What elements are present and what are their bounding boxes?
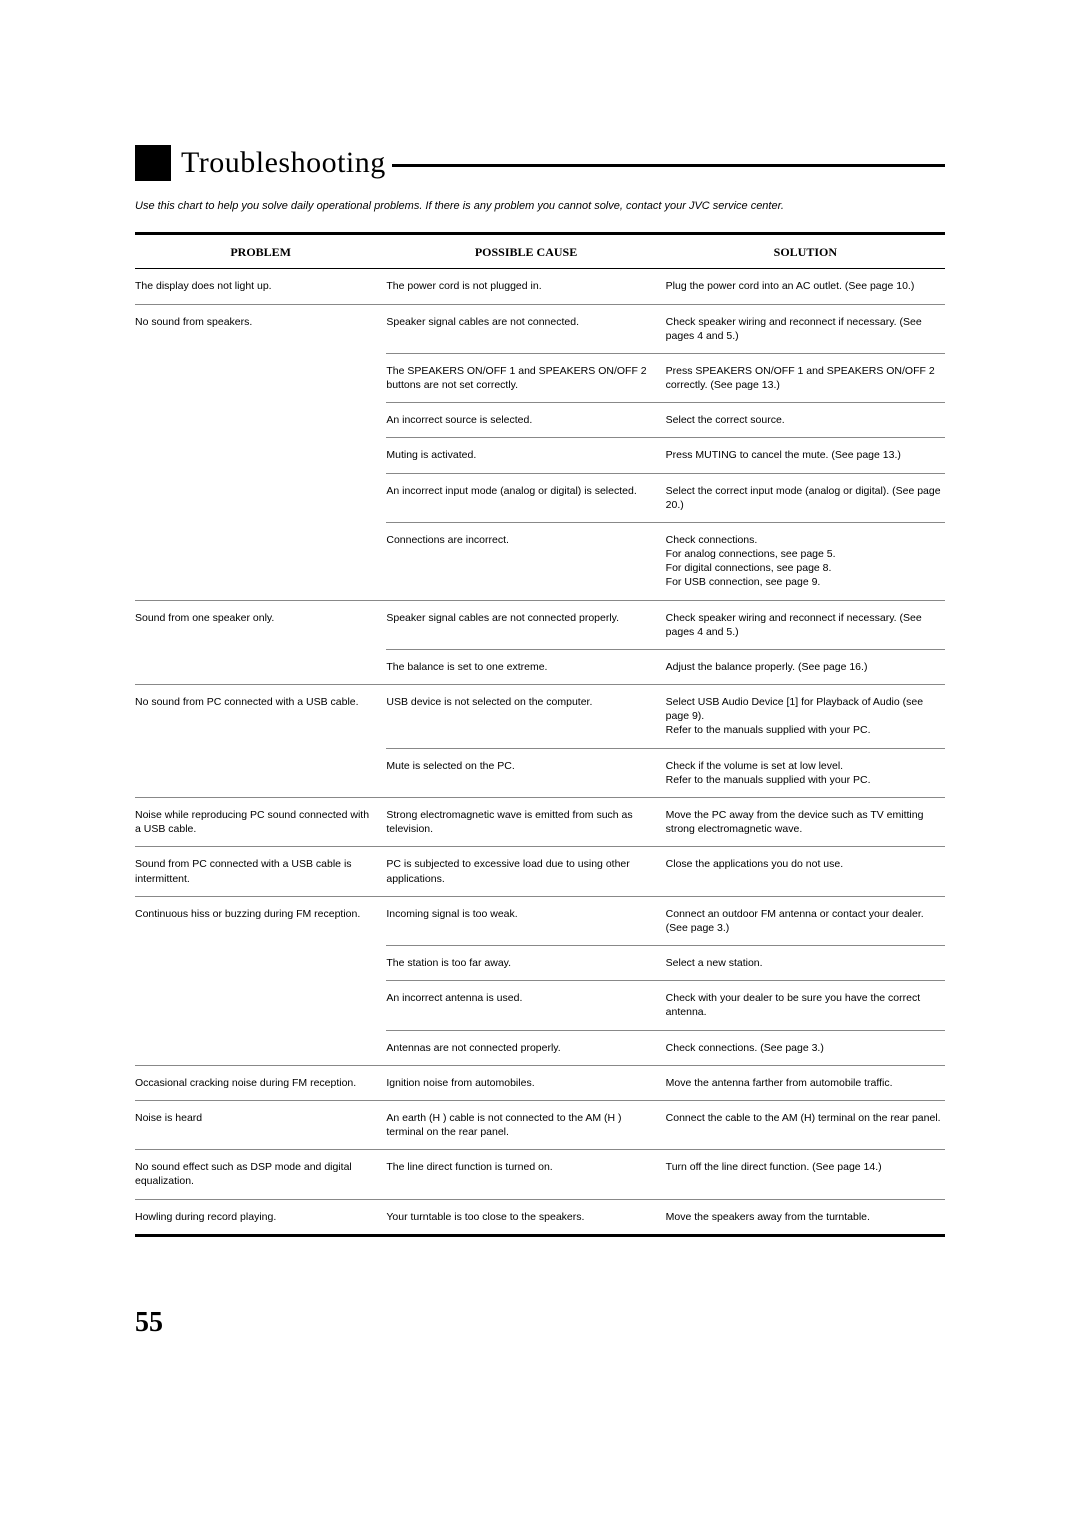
cell-problem: The display does not light up. xyxy=(135,269,386,304)
cell-cause: Speaker signal cables are not connected. xyxy=(386,304,665,353)
cell-cause: Strong electromagnetic wave is emitted f… xyxy=(386,798,665,847)
cell-cause: The SPEAKERS ON/OFF 1 and SPEAKERS ON/OF… xyxy=(386,353,665,402)
cell-solution: Check if the volume is set at low level.… xyxy=(666,748,945,797)
cell-cause: Your turntable is too close to the speak… xyxy=(386,1199,665,1235)
troubleshooting-table: PROBLEM POSSIBLE CAUSE SOLUTION The disp… xyxy=(135,232,945,1236)
cell-problem xyxy=(135,981,386,1030)
col-header-problem: PROBLEM xyxy=(135,234,386,269)
cell-solution: Check connections. (See page 3.) xyxy=(666,1030,945,1065)
col-header-solution: SOLUTION xyxy=(666,234,945,269)
section-title: Troubleshooting xyxy=(181,146,386,180)
cell-cause: An incorrect input mode (analog or digit… xyxy=(386,473,665,522)
cell-solution: Turn off the line direct function. (See … xyxy=(666,1150,945,1199)
cell-problem xyxy=(135,649,386,684)
col-header-cause: POSSIBLE CAUSE xyxy=(386,234,665,269)
table-row: Howling during record playing.Your turnt… xyxy=(135,1199,945,1235)
cell-problem xyxy=(135,946,386,981)
cell-cause: USB device is not selected on the comput… xyxy=(386,685,665,749)
table-row: Occasional cracking noise during FM rece… xyxy=(135,1065,945,1100)
cell-cause: PC is subjected to excessive load due to… xyxy=(386,847,665,896)
cell-solution: Connect an outdoor FM antenna or contact… xyxy=(666,896,945,945)
table-row: Continuous hiss or buzzing during FM rec… xyxy=(135,896,945,945)
table-row: The balance is set to one extreme.Adjust… xyxy=(135,649,945,684)
cell-solution: Select the correct source. xyxy=(666,403,945,438)
table-row: Connections are incorrect.Check connecti… xyxy=(135,522,945,600)
cell-problem xyxy=(135,403,386,438)
cell-cause: Speaker signal cables are not connected … xyxy=(386,600,665,649)
header-rule xyxy=(392,164,945,167)
cell-problem: Howling during record playing. xyxy=(135,1199,386,1235)
cell-cause: An earth (H ) cable is not connected to … xyxy=(386,1100,665,1149)
cell-problem: Sound from one speaker only. xyxy=(135,600,386,649)
table-row: The station is too far away.Select a new… xyxy=(135,946,945,981)
page-number: 55 xyxy=(135,1307,945,1339)
cell-cause: Connections are incorrect. xyxy=(386,522,665,600)
cell-solution: Connect the cable to the AM (H) terminal… xyxy=(666,1100,945,1149)
table-row: The display does not light up.The power … xyxy=(135,269,945,304)
table-row: No sound from PC connected with a USB ca… xyxy=(135,685,945,749)
table-row: No sound effect such as DSP mode and dig… xyxy=(135,1150,945,1199)
cell-solution: Adjust the balance properly. (See page 1… xyxy=(666,649,945,684)
table-row: An incorrect antenna is used.Check with … xyxy=(135,981,945,1030)
cell-cause: The line direct function is turned on. xyxy=(386,1150,665,1199)
cell-cause: Incoming signal is too weak. xyxy=(386,896,665,945)
cell-solution: Plug the power cord into an AC outlet. (… xyxy=(666,269,945,304)
header-box-icon xyxy=(135,145,171,181)
cell-problem xyxy=(135,1030,386,1065)
cell-solution: Check connections. For analog connection… xyxy=(666,522,945,600)
cell-cause: Muting is activated. xyxy=(386,438,665,473)
cell-problem xyxy=(135,473,386,522)
cell-solution: Select the correct input mode (analog or… xyxy=(666,473,945,522)
table-row: Noise is heardAn earth (H ) cable is not… xyxy=(135,1100,945,1149)
cell-problem: Occasional cracking noise during FM rece… xyxy=(135,1065,386,1100)
cell-problem: Noise while reproducing PC sound connect… xyxy=(135,798,386,847)
cell-problem xyxy=(135,438,386,473)
cell-solution: Move the PC away from the device such as… xyxy=(666,798,945,847)
cell-problem: Noise is heard xyxy=(135,1100,386,1149)
table-row: Sound from PC connected with a USB cable… xyxy=(135,847,945,896)
cell-solution: Close the applications you do not use. xyxy=(666,847,945,896)
cell-solution: Move the speakers away from the turntabl… xyxy=(666,1199,945,1235)
cell-cause: An incorrect source is selected. xyxy=(386,403,665,438)
table-row: Antennas are not connected properly.Chec… xyxy=(135,1030,945,1065)
cell-solution: Check speaker wiring and reconnect if ne… xyxy=(666,600,945,649)
cell-solution: Press SPEAKERS ON/OFF 1 and SPEAKERS ON/… xyxy=(666,353,945,402)
cell-cause: The balance is set to one extreme. xyxy=(386,649,665,684)
cell-solution: Press MUTING to cancel the mute. (See pa… xyxy=(666,438,945,473)
cell-cause: Mute is selected on the PC. xyxy=(386,748,665,797)
cell-problem: No sound from PC connected with a USB ca… xyxy=(135,685,386,749)
table-row: Sound from one speaker only.Speaker sign… xyxy=(135,600,945,649)
table-row: Noise while reproducing PC sound connect… xyxy=(135,798,945,847)
cell-cause: Antennas are not connected properly. xyxy=(386,1030,665,1065)
cell-problem: No sound from speakers. xyxy=(135,304,386,353)
cell-solution: Check with your dealer to be sure you ha… xyxy=(666,981,945,1030)
cell-solution: Select a new station. xyxy=(666,946,945,981)
cell-problem: Sound from PC connected with a USB cable… xyxy=(135,847,386,896)
table-row: An incorrect source is selected.Select t… xyxy=(135,403,945,438)
cell-problem: No sound effect such as DSP mode and dig… xyxy=(135,1150,386,1199)
cell-solution: Select USB Audio Device [1] for Playback… xyxy=(666,685,945,749)
table-row: Muting is activated.Press MUTING to canc… xyxy=(135,438,945,473)
cell-problem xyxy=(135,353,386,402)
table-row: Mute is selected on the PC.Check if the … xyxy=(135,748,945,797)
cell-solution: Check speaker wiring and reconnect if ne… xyxy=(666,304,945,353)
cell-problem xyxy=(135,748,386,797)
intro-text: Use this chart to help you solve daily o… xyxy=(135,199,945,214)
cell-cause: Ignition noise from automobiles. xyxy=(386,1065,665,1100)
table-row: An incorrect input mode (analog or digit… xyxy=(135,473,945,522)
cell-cause: The power cord is not plugged in. xyxy=(386,269,665,304)
cell-cause: The station is too far away. xyxy=(386,946,665,981)
cell-cause: An incorrect antenna is used. xyxy=(386,981,665,1030)
cell-solution: Move the antenna farther from automobile… xyxy=(666,1065,945,1100)
cell-problem xyxy=(135,522,386,600)
cell-problem: Continuous hiss or buzzing during FM rec… xyxy=(135,896,386,945)
section-header: Troubleshooting xyxy=(135,145,945,181)
table-row: The SPEAKERS ON/OFF 1 and SPEAKERS ON/OF… xyxy=(135,353,945,402)
table-row: No sound from speakers.Speaker signal ca… xyxy=(135,304,945,353)
